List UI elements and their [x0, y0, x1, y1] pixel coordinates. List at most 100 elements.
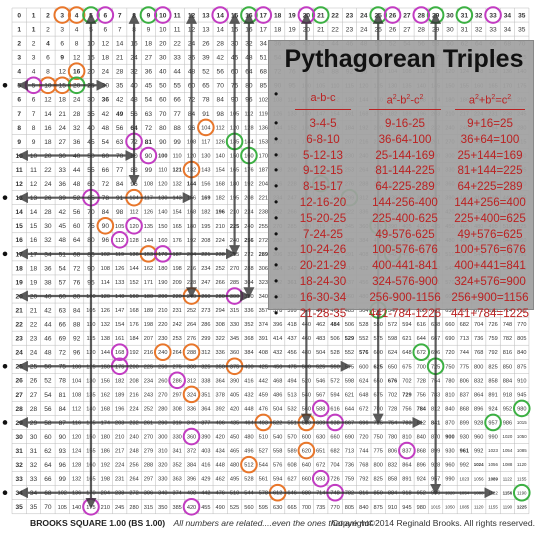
grid-cell-value: 88 [73, 322, 81, 329]
grid-cell-value: 546 [316, 378, 325, 384]
grid-cell-value: 651 [460, 308, 469, 314]
grid-cell-value: 56 [44, 406, 52, 413]
grid-cell-value: 55 [173, 83, 181, 90]
grid-cell-value: 16 [30, 237, 38, 244]
grid-cell-value: 504 [316, 350, 325, 356]
grid-cell-value: 285 [230, 280, 239, 286]
sum-row: 256+900=1156 [451, 290, 529, 304]
grid-cell-value: 126 [101, 308, 110, 314]
grid-cell-value: 800 [474, 364, 483, 370]
grid-cell-value: 110 [173, 154, 182, 160]
grid-cell-value: 14 [30, 209, 38, 216]
bullet: • [274, 289, 279, 304]
grid-cell-value: 483 [345, 308, 354, 314]
grid-cell-value: 682 [460, 322, 469, 328]
grid-cell-value: 14 [16, 209, 24, 216]
grid-cell-value: 336 [244, 308, 253, 314]
grid-cell-value: 330 [230, 322, 239, 328]
grid-cell-value: 210 [115, 435, 124, 441]
grid-cell-value: 54 [44, 392, 52, 399]
grid-cell-value: 28 [418, 26, 426, 33]
bullet: • [274, 179, 279, 194]
grid-cell-value: 378 [273, 308, 282, 314]
grid-cell-value: 168 [101, 406, 110, 412]
highlight-circle-orange [240, 455, 258, 474]
triple-row: 12-16-20 [299, 195, 347, 209]
grid-cell-value: 56 [116, 125, 124, 132]
grid-cell-value: 4 [75, 12, 79, 19]
grid-cell-value: 806 [388, 449, 397, 455]
grid-cell-value: 23 [346, 26, 354, 33]
grid-cell-value: 272 [259, 238, 268, 244]
grid-cell-value: 6 [32, 97, 36, 104]
bullet: • [274, 210, 279, 225]
grid-cell-value: 1023 [459, 476, 469, 481]
highlight-circle-magenta [383, 6, 402, 24]
grid-cell-value: 180 [158, 266, 167, 272]
grid-cell-value: 837 [460, 392, 469, 398]
grid-cell-value: 840 [417, 435, 426, 441]
grid-cell-value: 12 [16, 181, 24, 188]
row-bullet [2, 251, 8, 257]
grid-cell-value: 26 [16, 378, 24, 385]
grid-cell-value: 616 [330, 406, 339, 412]
grid-cell-value: 66 [173, 97, 181, 104]
triple-row: 5-12-13 [303, 148, 343, 162]
grid-cell-value: 54 [59, 265, 67, 272]
grid-cell-value: 700 [417, 364, 426, 370]
grid-cell-value: 23 [30, 336, 38, 343]
grid-cell-value: 961 [460, 449, 469, 455]
grid-cell-value: 14 [217, 26, 225, 33]
grid-cell-value: 90 [102, 223, 110, 230]
grid-cell-value: 390 [201, 435, 210, 441]
grid-cell-value: 825 [488, 364, 497, 370]
grid-cell-value: 624 [388, 350, 397, 356]
row-bullet [2, 363, 8, 369]
grid-cell-value: 33 [489, 12, 497, 19]
grid-cell-value: 230 [158, 336, 167, 342]
grid-cell-value: 132 [72, 477, 81, 483]
grid-cell-value: 12 [73, 55, 81, 62]
grid-cell-value: 465 [230, 449, 239, 455]
grid-cell-value: 96 [59, 462, 67, 469]
sum-row: 81+144=225 [457, 164, 523, 178]
grid-cell-value: 240 [129, 435, 138, 441]
grid-cell-value: 532 [287, 406, 296, 412]
grid-cell-value: 693 [316, 477, 325, 483]
grid-cell-value: 891 [488, 392, 497, 398]
grid-cell-value: 30 [44, 223, 52, 230]
grid-cell-value: 552 [345, 350, 354, 356]
grid-cell-value: 704 [474, 322, 483, 328]
grid-cell-value: 3 [17, 55, 21, 62]
highlight-circle-orange [182, 385, 201, 404]
grid-cell-value: 276 [187, 336, 196, 342]
grid-cell-value: 19 [30, 279, 38, 286]
grid-cell-value: 84 [217, 97, 225, 104]
grid-cell-value: 1085 [459, 504, 469, 509]
grid-cell-value: 33 [489, 26, 497, 33]
grid-cell-value: 70 [159, 111, 167, 118]
squares-row: 400-441-841 [372, 259, 438, 273]
grid-cell-value: 621 [345, 392, 354, 398]
bullet: • [274, 242, 279, 257]
grid-cell-value: 18 [102, 55, 110, 62]
grid-cell-value: 1122 [503, 476, 513, 481]
highlight-circle-orange [96, 216, 115, 235]
grid-cell-value: 18 [16, 265, 24, 272]
grid-cell-value: 216 [144, 350, 153, 356]
grid-cell-value: 162 [101, 392, 110, 398]
highlight-circle-orange [67, 6, 86, 24]
grid-cell-value: 22 [331, 26, 339, 33]
grid-cell-value: 884 [503, 378, 512, 384]
bullet: • [274, 147, 279, 162]
grid-cell-value: 168 [129, 308, 138, 314]
triples-column: a-b-c 3-4-5 6-8-10 5-12-13 9-12-15 8-15-17 12… [287, 87, 359, 321]
grid-cell-value: 540 [273, 435, 282, 441]
grid-cell-value: 176 [172, 238, 181, 244]
grid-cell-value: 260 [158, 378, 167, 384]
grid-cell-value: 527 [259, 449, 268, 455]
grid-cell-value: 840 [517, 350, 526, 356]
grid-cell-value: 350 [158, 505, 167, 511]
squares-row: 64-225-289 [375, 180, 435, 194]
